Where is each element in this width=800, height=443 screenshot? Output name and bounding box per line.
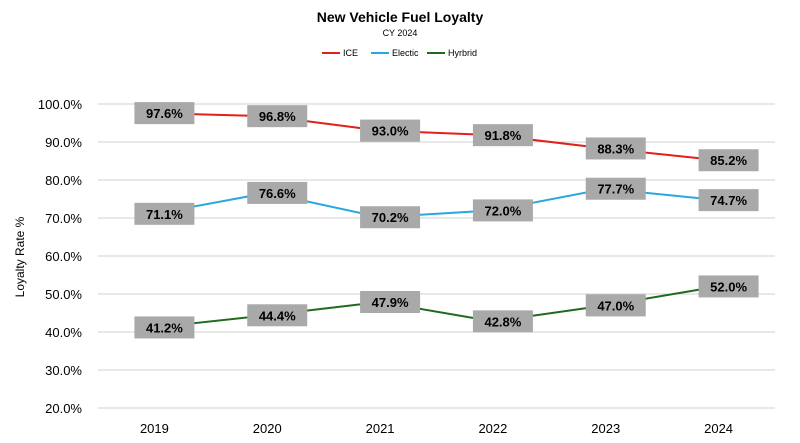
y-tick-label: 80.0% [45,173,82,188]
y-tick-label: 50.0% [45,287,82,302]
data-label: 77.7% [597,182,634,197]
data-label: 88.3% [597,141,634,156]
y-axis-ticks: 20.0% 30.0% 40.0% 50.0% 60.0% 70.0% 80.0% 90.0%… [38,97,83,416]
x-tick-label: 2021 [366,421,395,436]
legend-entry: Hyrbrid [448,48,477,58]
data-label-box [472,124,533,147]
chart-title: New Vehicle Fuel Loyalty [317,9,484,25]
data-label-box [134,102,195,125]
data-label: 47.0% [597,298,634,313]
x-tick-label: 2022 [478,421,507,436]
data-label-box [134,316,195,339]
data-label: 47.9% [372,295,409,310]
data-label: 93.0% [372,124,409,139]
data-label: 71.1% [146,207,183,222]
y-tick-label: 100.0% [38,97,83,112]
data-label: 96.8% [259,109,296,124]
data-label-box [247,181,308,204]
legend-entry: ICE [343,48,358,58]
y-tick-label: 70.0% [45,211,82,226]
y-tick-label: 40.0% [45,325,82,340]
data-label-box [247,105,308,128]
data-label-box [472,310,533,333]
data-label: 72.0% [484,203,521,218]
data-label-box [698,189,759,212]
x-tick-label: 2024 [704,421,733,436]
data-labels: 97.6% 96.8% 93.0% 91.8% 88.3% 85.2% 71.1% 76.6%… [134,102,759,339]
legend: ICE Electic Hyrbrid [322,48,477,58]
data-label-box [585,294,646,317]
y-tick-label: 30.0% [45,363,82,378]
x-tick-label: 2020 [253,421,282,436]
data-label-box [360,206,421,229]
chart-subtitle: CY 2024 [383,28,418,38]
data-label: 74.7% [710,193,747,208]
data-label-box [698,149,759,172]
data-label: 97.6% [146,106,183,121]
data-label-box [698,275,759,298]
data-label: 76.6% [259,186,296,201]
data-label-box [247,304,308,327]
data-label: 91.8% [484,128,521,143]
data-label: 85.2% [710,153,747,168]
y-tick-label: 60.0% [45,249,82,264]
legend-entry: Electic [392,48,419,58]
data-label: 52.0% [710,279,747,294]
data-label: 42.8% [484,314,521,329]
y-tick-label: 90.0% [45,135,82,150]
x-tick-label: 2023 [591,421,620,436]
data-label: 70.2% [372,210,409,225]
gridlines [98,103,775,409]
data-label-box [134,202,195,225]
data-label-box [472,199,533,222]
data-label-box [585,177,646,200]
y-tick-label: 20.0% [45,401,82,416]
data-label: 41.2% [146,320,183,335]
data-label-box [585,137,646,160]
data-label: 44.4% [259,308,296,323]
x-tick-label: 2019 [140,421,169,436]
data-label-box [360,119,421,142]
x-axis-ticks: 2019 2020 2021 2022 2023 2024 [140,421,733,436]
y-axis-label: Loyalty Rate % [13,216,27,297]
data-label-box [360,290,421,313]
